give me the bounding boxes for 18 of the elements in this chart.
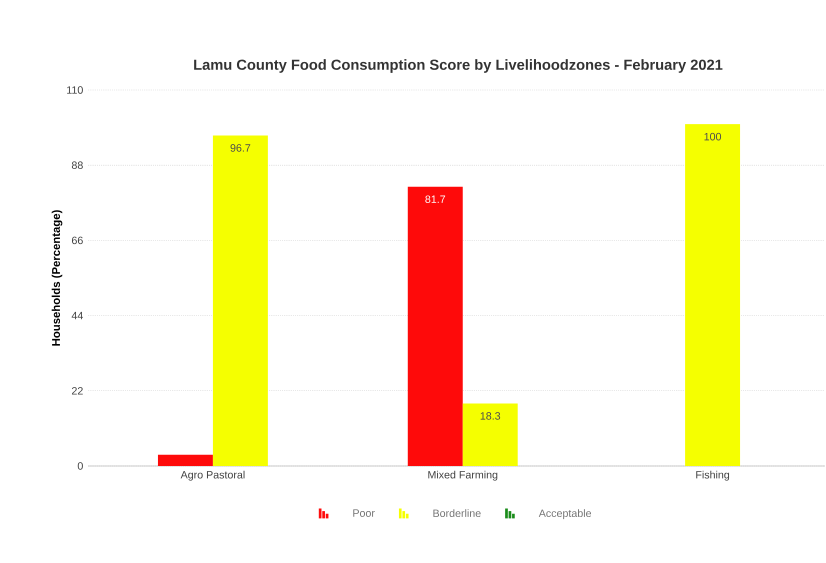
- data-label: 81.7: [425, 195, 446, 203]
- y-tick-label: 88: [72, 161, 83, 169]
- y-tick-label: 44: [72, 312, 83, 320]
- legend-label: Acceptable: [538, 509, 592, 520]
- data-label: 100: [704, 132, 722, 140]
- data-label: 96.7: [230, 144, 250, 152]
- y-tick-label: 0: [78, 462, 83, 470]
- y-tick-label: 110: [67, 86, 83, 94]
- chart-title: Lamu County Food Consumption Score by Livelihoodzones - February 2021: [194, 59, 722, 73]
- legend-label: Borderline: [433, 509, 481, 518]
- y-axis-title: Households (Percentage): [52, 210, 62, 346]
- y-tick-label: 22: [72, 387, 83, 395]
- x-tick-label: Agro Pastoral: [180, 470, 244, 481]
- x-tick-label: Fishing: [696, 470, 730, 481]
- y-tick-label: 66: [72, 236, 83, 244]
- legend-label: Poor: [353, 509, 375, 517]
- x-tick-label: Mixed Farming: [428, 470, 498, 481]
- data-label: 18.3: [480, 412, 500, 420]
